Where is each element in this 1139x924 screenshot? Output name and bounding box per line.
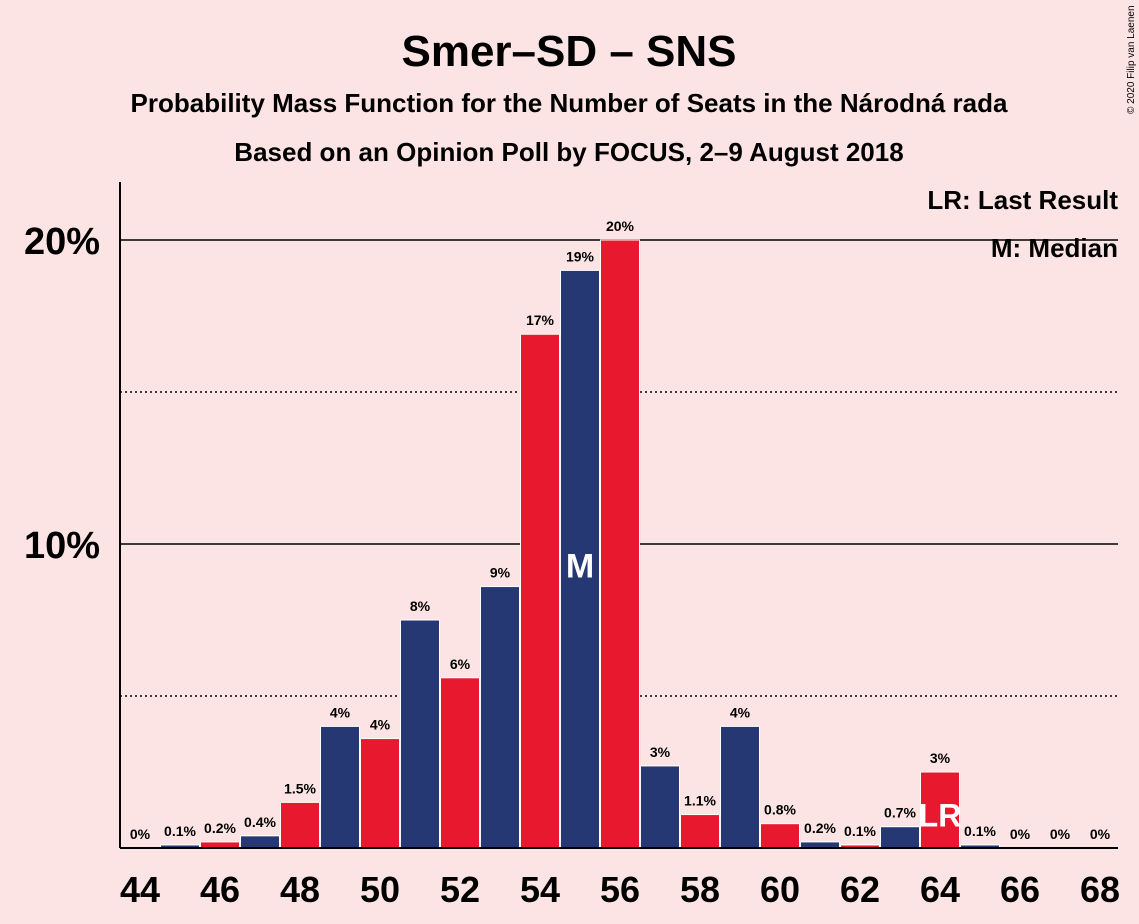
bar <box>360 738 400 849</box>
data-label: 0.1% <box>844 823 876 839</box>
bar <box>600 239 640 849</box>
markers: M LR <box>566 547 961 833</box>
bar <box>240 835 280 849</box>
data-label: 0.1% <box>964 823 996 839</box>
data-label: 0% <box>1050 826 1071 842</box>
data-label: 0.8% <box>764 802 796 818</box>
data-label: 8% <box>410 598 431 614</box>
y-tick-label: 20% <box>24 221 100 263</box>
data-label: 0% <box>1010 826 1031 842</box>
legend-median: M: Median <box>991 233 1118 263</box>
axes: 10% 20% 44 46 48 50 52 54 56 58 60 62 64 66 68 <box>24 182 1120 910</box>
data-label: 20% <box>606 218 635 234</box>
x-tick-label: 52 <box>440 869 480 910</box>
x-tick-label: 66 <box>1000 869 1040 910</box>
x-tick-label: 48 <box>280 869 320 910</box>
data-label: 1.1% <box>684 793 716 809</box>
chart-subtitle-2: Based on an Opinion Poll by FOCUS, 2–9 A… <box>234 137 903 167</box>
data-label: 0.2% <box>204 820 236 836</box>
bar <box>720 725 760 849</box>
bar <box>480 586 520 849</box>
bar <box>400 619 440 849</box>
x-tick-label: 44 <box>120 869 160 910</box>
x-tick-label: 56 <box>600 869 640 910</box>
data-label: 3% <box>650 744 671 760</box>
data-label: 17% <box>526 312 555 328</box>
last-result-marker: LR <box>919 798 962 834</box>
x-tick-label: 50 <box>360 869 400 910</box>
data-label: 19% <box>566 248 595 264</box>
chart-subtitle: Probability Mass Function for the Number… <box>131 88 1008 118</box>
bar <box>520 333 560 849</box>
bar <box>640 765 680 849</box>
legend-last-result: LR: Last Result <box>927 185 1118 215</box>
bar <box>560 269 600 849</box>
data-label: 4% <box>370 717 391 733</box>
data-label: 6% <box>450 656 471 672</box>
x-tick-label: 58 <box>680 869 720 910</box>
data-label: 0.1% <box>164 823 196 839</box>
data-label: 3% <box>930 750 951 766</box>
bar <box>920 771 960 849</box>
chart-title: Smer–SD – SNS <box>401 27 736 76</box>
data-label: 4% <box>730 704 751 720</box>
x-tick-label: 60 <box>760 869 800 910</box>
x-tick-label: 46 <box>200 869 240 910</box>
bars <box>160 239 1000 849</box>
bar <box>280 801 320 849</box>
copyright-text: © 2020 Filip van Laenen <box>1126 5 1137 114</box>
bar <box>320 725 360 849</box>
data-label: 0% <box>1090 826 1111 842</box>
bar <box>680 814 720 849</box>
bar <box>880 826 920 849</box>
x-tick-label: 54 <box>520 869 560 910</box>
bar <box>440 677 480 849</box>
x-tick-label: 68 <box>1080 869 1120 910</box>
data-label: 0.7% <box>884 805 916 821</box>
bar <box>760 823 800 849</box>
data-label: 9% <box>490 565 511 581</box>
data-label: 0% <box>130 826 151 842</box>
y-tick-label: 10% <box>24 525 100 567</box>
data-label: 0.2% <box>804 820 836 836</box>
data-labels: 0% 0.1% 0.2% 0.4% 1.5% 4% 4% 8% 6% 9% 17% 19% 20% 3% 1… <box>130 218 1111 842</box>
x-tick-label: 62 <box>840 869 880 910</box>
data-label: 0.4% <box>244 814 276 830</box>
x-tick-label: 64 <box>920 869 960 910</box>
data-label: 1.5% <box>284 780 316 796</box>
data-label: 4% <box>330 704 351 720</box>
median-marker: M <box>566 547 594 585</box>
